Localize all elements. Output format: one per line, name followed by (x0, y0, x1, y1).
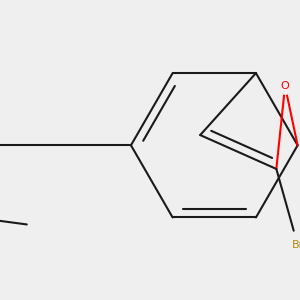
Text: Br: Br (292, 240, 300, 250)
Text: O: O (281, 81, 290, 91)
